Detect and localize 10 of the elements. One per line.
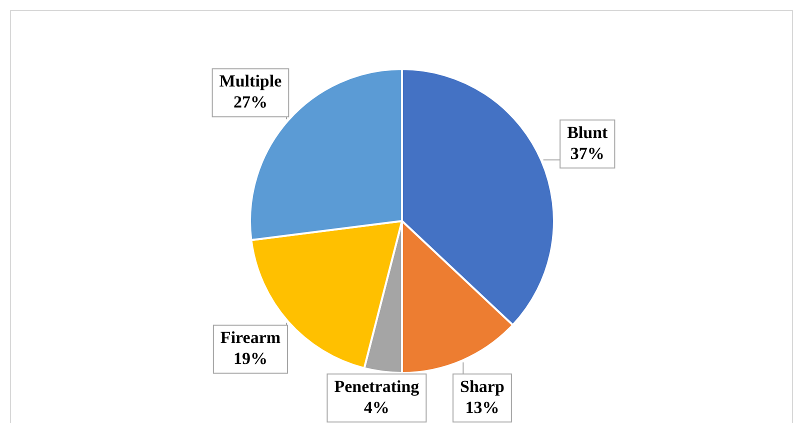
data-label: 19% (233, 349, 268, 368)
slice-label: Multiple (219, 72, 282, 91)
data-label: 13% (465, 398, 500, 417)
slice-label: Firearm (220, 328, 281, 348)
slice-label: Sharp (460, 376, 504, 396)
slice-label: Blunt (567, 122, 608, 142)
data-label: 37% (570, 144, 604, 163)
slice-label: Penetrating (334, 376, 420, 396)
data-label: 27% (233, 92, 268, 112)
data-label: 4% (364, 398, 390, 417)
